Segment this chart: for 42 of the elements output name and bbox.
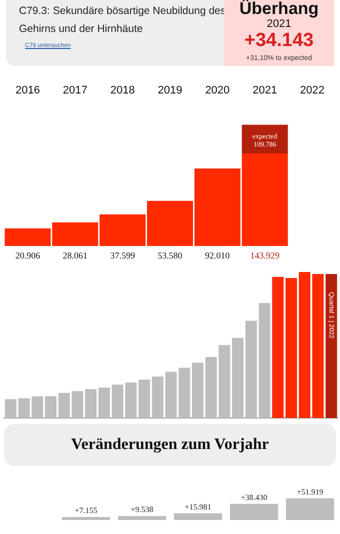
x-tick-label: 2021: [252, 84, 278, 97]
bar: [174, 513, 222, 520]
x-tick-label: 2016: [15, 84, 40, 97]
bar: [272, 276, 284, 418]
bar: [45, 396, 57, 418]
bar: [230, 504, 278, 520]
data-label: 20.906: [15, 250, 41, 260]
chart-title: Veränderungen zum Vorjahr: [4, 424, 336, 466]
bar: [138, 380, 150, 418]
x-tick-label: 2017: [62, 84, 88, 97]
bar: [98, 388, 110, 418]
bar: [118, 516, 166, 520]
bar: [232, 338, 244, 418]
bar: [4, 399, 16, 418]
bar: [85, 389, 97, 418]
data-label: +9.538: [130, 505, 154, 514]
data-label: +38.430: [240, 492, 268, 502]
bar: [285, 278, 297, 418]
text: 2021: [266, 18, 292, 30]
data-label: +51.919: [296, 487, 324, 496]
data-label: 28.061: [62, 250, 88, 260]
data-label: 53.580: [158, 250, 183, 260]
bar: [242, 124, 288, 154]
data-label: 92.010: [205, 250, 230, 260]
total-label: 143.929: [250, 250, 280, 260]
x-tick-label: 2020: [205, 84, 230, 97]
bar: [165, 372, 177, 418]
data-label: 37.599: [110, 250, 136, 260]
bar: [245, 320, 257, 418]
x-tick-label: 2018: [110, 84, 135, 97]
bar: [62, 516, 110, 520]
bar: [258, 302, 270, 418]
bar: [326, 274, 338, 418]
bar: [152, 376, 164, 418]
bar: [286, 498, 334, 520]
x-tick-label: 2019: [158, 84, 182, 97]
bar: [192, 362, 204, 418]
data-label: +7.155: [74, 506, 98, 516]
x-tick-label: 2022: [300, 84, 325, 97]
bar: [178, 368, 190, 418]
text: +34.143: [243, 30, 315, 52]
data-label: +15.981: [184, 502, 212, 512]
